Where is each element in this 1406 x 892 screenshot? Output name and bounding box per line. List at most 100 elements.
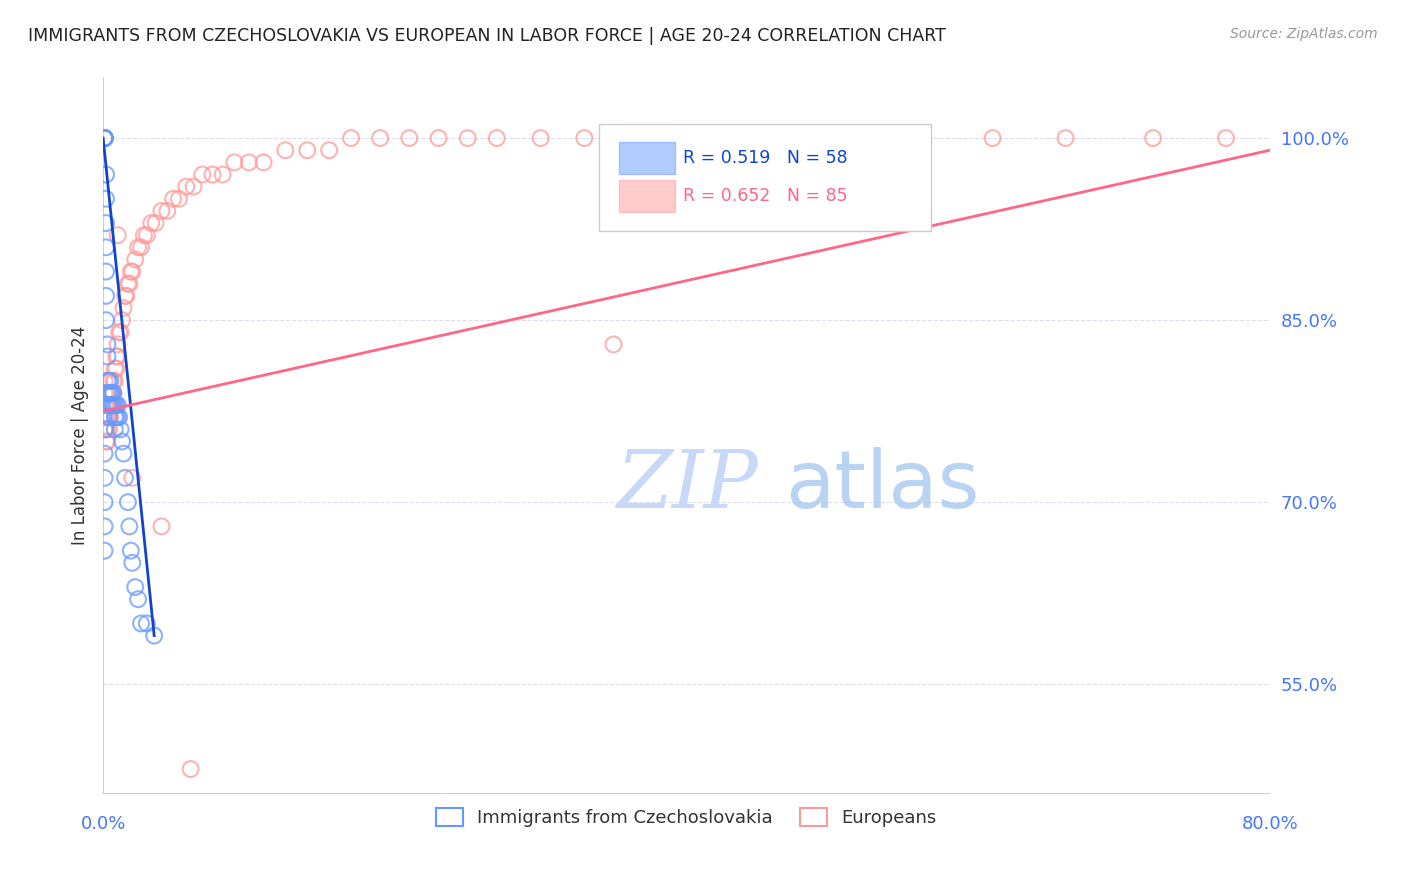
Point <box>574 131 596 145</box>
Text: R = 0.652   N = 85: R = 0.652 N = 85 <box>683 187 848 205</box>
Text: atlas: atlas <box>786 447 980 524</box>
Point <box>107 350 129 364</box>
Point <box>121 471 143 485</box>
Point <box>96 410 118 425</box>
Point <box>368 131 391 145</box>
Point <box>105 350 128 364</box>
Point <box>97 410 120 425</box>
Point <box>115 289 138 303</box>
Point <box>96 374 118 388</box>
Point <box>111 434 134 449</box>
Point <box>127 240 149 254</box>
Point <box>117 495 139 509</box>
Text: 0.0%: 0.0% <box>80 814 125 833</box>
Point <box>97 410 120 425</box>
Point <box>174 179 197 194</box>
Point <box>129 616 152 631</box>
Point <box>602 337 624 351</box>
Point <box>93 131 115 145</box>
Point <box>96 398 118 412</box>
Text: Source: ZipAtlas.com: Source: ZipAtlas.com <box>1230 27 1378 41</box>
FancyBboxPatch shape <box>599 124 931 231</box>
Point <box>96 422 118 436</box>
Point <box>94 398 117 412</box>
Point <box>96 385 118 400</box>
Point <box>96 337 118 351</box>
Point <box>93 131 115 145</box>
Point <box>127 592 149 607</box>
Point <box>340 131 363 145</box>
Point <box>211 168 233 182</box>
Point <box>100 385 122 400</box>
Point <box>427 131 450 145</box>
Point <box>103 398 125 412</box>
Point <box>93 398 115 412</box>
Point <box>1054 131 1077 145</box>
Point <box>792 131 814 145</box>
FancyBboxPatch shape <box>619 142 675 174</box>
Point <box>101 385 124 400</box>
Point <box>675 131 697 145</box>
Point <box>94 192 117 206</box>
Point <box>93 471 115 485</box>
Point <box>107 398 129 412</box>
Point <box>93 519 115 533</box>
Point <box>150 203 173 218</box>
Text: ZIP: ZIP <box>616 447 758 524</box>
Point <box>93 495 115 509</box>
Point <box>96 398 118 412</box>
Point <box>150 519 173 533</box>
Point <box>96 434 118 449</box>
Point <box>104 410 127 425</box>
Point <box>103 385 125 400</box>
Point <box>224 155 246 169</box>
Point <box>108 410 131 425</box>
Point <box>135 228 157 243</box>
Point <box>167 192 190 206</box>
Point <box>117 277 139 291</box>
Point <box>141 216 163 230</box>
Point <box>100 398 122 412</box>
Point <box>297 143 319 157</box>
Point <box>132 228 155 243</box>
Point <box>238 155 260 169</box>
Point <box>93 131 115 145</box>
Point <box>105 410 128 425</box>
Point <box>94 264 117 278</box>
Point <box>93 131 115 145</box>
Point <box>94 422 117 436</box>
Point <box>93 131 115 145</box>
Point <box>93 131 115 145</box>
Point <box>118 277 141 291</box>
Point <box>124 580 146 594</box>
Point <box>94 240 117 254</box>
Point <box>104 361 127 376</box>
Point <box>107 228 129 243</box>
Point <box>96 350 118 364</box>
Point <box>135 616 157 631</box>
Point <box>180 762 202 776</box>
Point <box>485 131 508 145</box>
Point <box>124 252 146 267</box>
Point <box>120 543 142 558</box>
Point <box>93 447 115 461</box>
Point <box>107 337 129 351</box>
Point <box>201 168 224 182</box>
Point <box>252 155 274 169</box>
Point <box>100 398 122 412</box>
Point <box>110 422 132 436</box>
Point <box>93 131 115 145</box>
Point <box>94 434 117 449</box>
Point <box>104 422 127 436</box>
Point <box>981 131 1004 145</box>
Point <box>94 313 117 327</box>
Point <box>103 385 125 400</box>
Point <box>94 216 117 230</box>
Point <box>97 398 120 412</box>
Point <box>97 385 120 400</box>
Point <box>94 289 117 303</box>
Point <box>93 543 115 558</box>
Point <box>111 313 134 327</box>
Point <box>398 131 420 145</box>
Y-axis label: In Labor Force | Age 20-24: In Labor Force | Age 20-24 <box>72 326 89 545</box>
